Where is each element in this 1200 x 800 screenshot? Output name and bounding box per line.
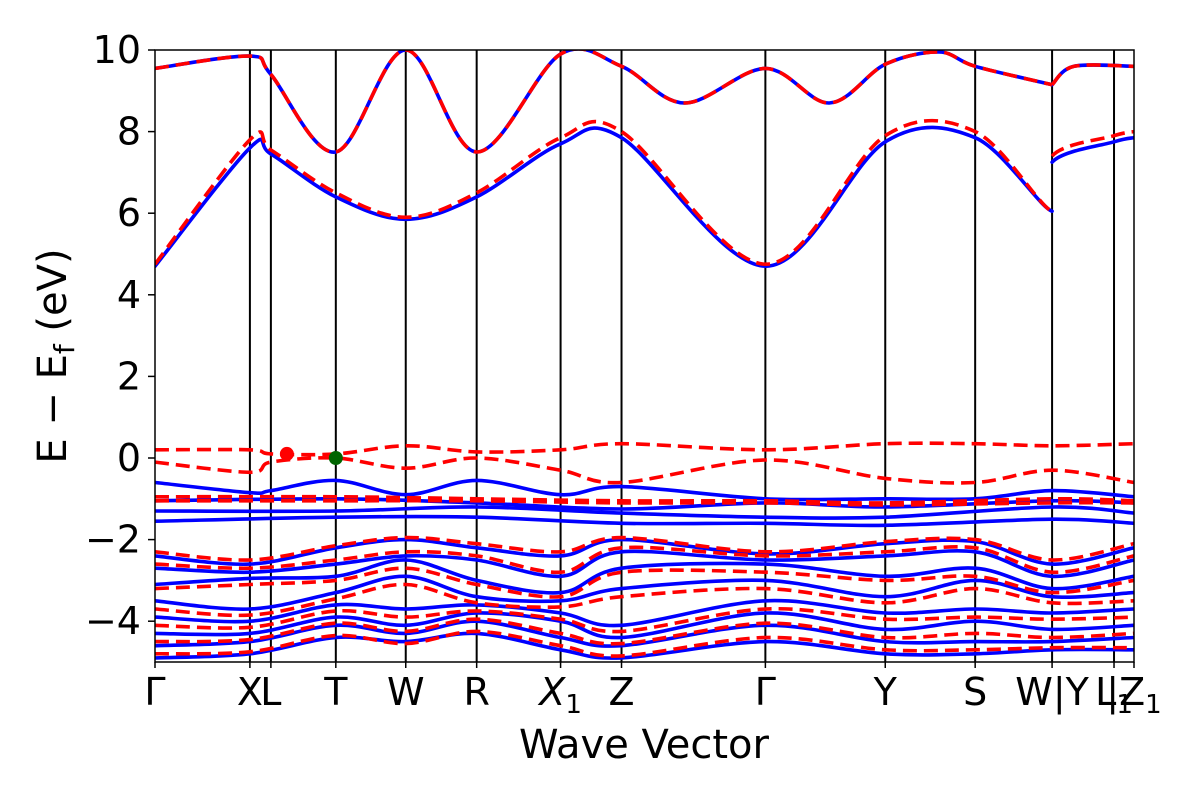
y-axis-title-unit: (eV) <box>30 248 76 344</box>
band-line-red-dashed <box>155 118 1134 267</box>
band-line-red-dashed <box>155 441 1134 457</box>
band-line-blue <box>155 125 1134 269</box>
band-line-red-dashed <box>155 606 1134 634</box>
x-tick-label: W|Y <box>1015 670 1089 715</box>
band-line-blue <box>155 619 1134 648</box>
x-tick-label: X <box>237 670 263 714</box>
y-axis-title-subscript: f <box>48 343 81 354</box>
band-line-red-dashed <box>155 455 1134 485</box>
band-line-red-dashed <box>155 582 1134 618</box>
band-line-red-dashed <box>155 498 1134 507</box>
y-tick-label: 2 <box>117 354 141 398</box>
band-line-blue <box>155 537 1134 567</box>
x-tick-label: Y <box>873 670 898 714</box>
band-line-red-dashed <box>155 544 1134 575</box>
band-line-red-dashed <box>155 566 1134 599</box>
band-line-blue <box>155 611 1134 640</box>
band-line-blue <box>155 631 1134 660</box>
x-tick-label: Γ <box>144 670 165 714</box>
x-axis: Γ XL T W R X1 Z Γ Y S W|Y L1|Z1 <box>144 662 1162 720</box>
band-line-red-dashed <box>155 535 1134 562</box>
band-line-blue <box>155 558 1134 595</box>
band-line-blue <box>155 50 1134 154</box>
x-tick-label: W <box>387 670 425 714</box>
y-axis: 10 8 6 4 2 0 −2 −4 <box>85 28 155 643</box>
x-tick-label: |Z1 <box>1106 670 1161 720</box>
band-line-blue <box>155 514 1134 528</box>
markers <box>279 446 343 465</box>
bands <box>155 50 1134 660</box>
x-tick-label: Γ <box>755 670 776 714</box>
band-line-red-dashed <box>155 50 1134 154</box>
y-axis-title: E − Ef (eV) <box>30 248 81 463</box>
y-tick-label: −4 <box>85 599 141 643</box>
band-line-red-dashed <box>155 494 1134 505</box>
band-line-blue <box>155 574 1134 611</box>
x-axis-title: Wave Vector <box>519 722 770 768</box>
x-tick-label: R <box>463 670 489 714</box>
band-line-blue <box>155 548 1134 579</box>
y-axis-title-main: E − E <box>30 354 76 464</box>
point-marker <box>279 446 294 461</box>
plot-frame <box>154 49 1135 663</box>
y-tick-label: −2 <box>85 518 141 562</box>
y-tick-label: 4 <box>117 273 141 317</box>
band-line-blue <box>155 478 1134 502</box>
band-line-red-dashed <box>155 617 1134 646</box>
x-tick-label: L1 <box>1095 670 1133 720</box>
band-line-red-dashed <box>155 629 1134 658</box>
y-tick-label: 6 <box>117 191 141 235</box>
x-tick-label: X1 <box>537 670 582 720</box>
point-marker <box>328 451 343 465</box>
x-tick-label: Z <box>609 670 635 714</box>
y-tick-label: 8 <box>117 110 141 154</box>
y-tick-label: 0 <box>117 436 141 480</box>
band-line-blue <box>155 598 1134 628</box>
band-line-blue <box>155 505 1134 520</box>
x-tick-label: S <box>963 670 987 714</box>
x-tick-label: L <box>260 670 281 714</box>
x-tick-label: T <box>323 670 348 714</box>
band-line-blue <box>155 496 1134 511</box>
y-tick-label: 10 <box>93 28 141 72</box>
